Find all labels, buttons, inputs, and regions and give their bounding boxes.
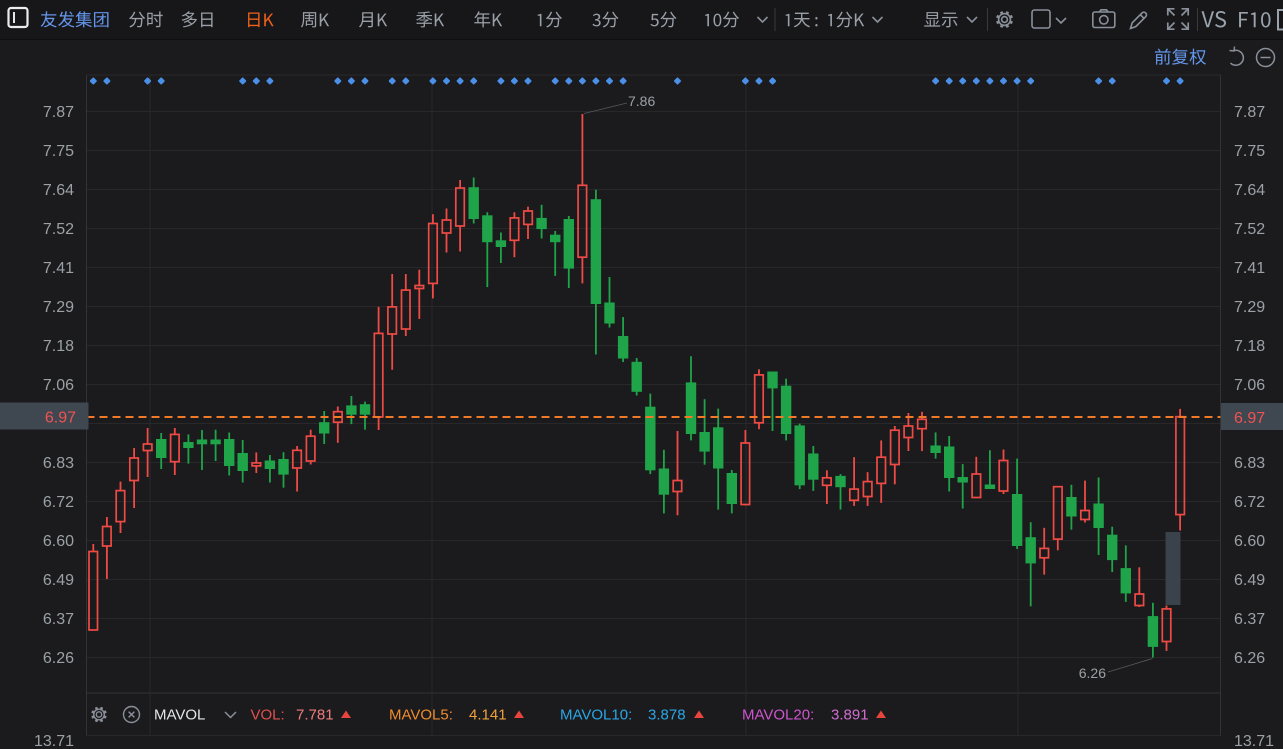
svg-text:6.97: 6.97 (45, 410, 76, 427)
svg-text:7.86: 7.86 (628, 93, 655, 109)
svg-text:MAVOL: MAVOL (154, 707, 205, 724)
svg-text:6.60: 6.60 (43, 533, 74, 550)
svg-text:6.26: 6.26 (1079, 665, 1106, 681)
svg-text:MAVOL20:: MAVOL20: (742, 707, 814, 724)
svg-text:6.83: 6.83 (1234, 455, 1265, 472)
svg-text:6.26: 6.26 (1234, 650, 1265, 667)
svg-text:7.75: 7.75 (1234, 143, 1265, 160)
svg-text:6.49: 6.49 (43, 572, 74, 589)
svg-text:7.75: 7.75 (43, 143, 74, 160)
svg-text:6.49: 6.49 (1234, 572, 1265, 589)
svg-text:13.71: 13.71 (1234, 733, 1274, 749)
svg-text:6.26: 6.26 (43, 650, 74, 667)
svg-text:MAVOL5:: MAVOL5: (389, 707, 453, 724)
svg-text:7.87: 7.87 (1234, 104, 1265, 121)
svg-text:7.64: 7.64 (43, 182, 74, 199)
svg-text:7.29: 7.29 (43, 299, 74, 316)
svg-text:VOL:: VOL: (251, 707, 285, 724)
svg-text:6.37: 6.37 (43, 611, 74, 628)
svg-text:6.60: 6.60 (1234, 533, 1265, 550)
svg-text:3.891: 3.891 (831, 707, 869, 724)
svg-text:6.72: 6.72 (43, 494, 74, 511)
svg-text:7.64: 7.64 (1234, 182, 1265, 199)
svg-text:7.781: 7.781 (296, 707, 334, 724)
svg-text:7.41: 7.41 (1234, 260, 1265, 277)
svg-text:7.52: 7.52 (1234, 221, 1265, 238)
svg-text:MAVOL10:: MAVOL10: (560, 707, 632, 724)
svg-text:4.141: 4.141 (469, 707, 507, 724)
svg-text:7.06: 7.06 (1234, 377, 1265, 394)
svg-text:6.37: 6.37 (1234, 611, 1265, 628)
svg-text:3.878: 3.878 (648, 707, 686, 724)
svg-text:7.06: 7.06 (43, 377, 74, 394)
svg-text:7.18: 7.18 (1234, 338, 1265, 355)
svg-text:13.71: 13.71 (34, 733, 74, 749)
svg-text:6.83: 6.83 (43, 455, 74, 472)
svg-text:7.87: 7.87 (43, 104, 74, 121)
svg-text:7.41: 7.41 (43, 260, 74, 277)
svg-text:6.72: 6.72 (1234, 494, 1265, 511)
svg-text:7.18: 7.18 (43, 338, 74, 355)
svg-text:7.29: 7.29 (1234, 299, 1265, 316)
svg-text:6.97: 6.97 (1234, 410, 1265, 427)
svg-text:7.52: 7.52 (43, 221, 74, 238)
